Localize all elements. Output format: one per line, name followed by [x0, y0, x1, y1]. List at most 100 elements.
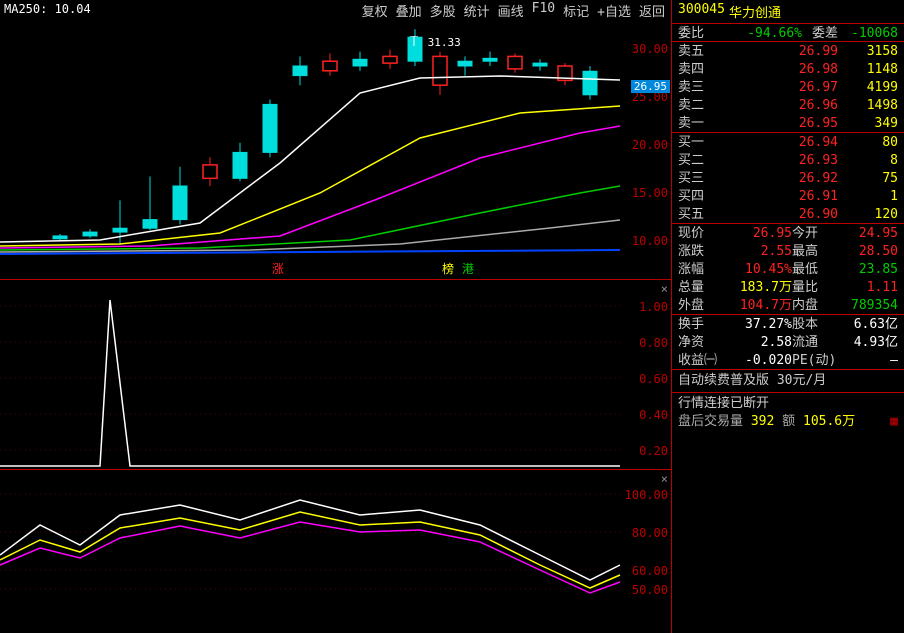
y-tick: 10.00 [632, 234, 668, 248]
level-qty: 1148 [838, 61, 898, 77]
promo-box[interactable]: 自动续费普及版 30元/月 [672, 370, 904, 393]
chart-badge[interactable]: 涨 [270, 260, 286, 277]
stat-label: 涨幅 [678, 261, 722, 277]
level-label: 卖四 [678, 61, 712, 77]
chart-badge[interactable]: 港 [460, 260, 476, 277]
stat-value: 26.95 [722, 225, 792, 241]
price-annotation: 31.33 [407, 36, 461, 50]
bot-y-axis: 100.00 80.00 60.00 50.00 [630, 470, 672, 633]
price-y-axis: 30.00 25.00 20.00 15.00 10.00 26.95 [630, 18, 672, 279]
level-price: 26.91 [712, 188, 838, 204]
calendar-icon[interactable]: ▦ [890, 413, 898, 431]
stat-value: 23.85 [828, 261, 898, 277]
stat-label: 收益㈠ [678, 352, 722, 368]
stat-value: 37.27% [722, 316, 792, 332]
level-label: 卖五 [678, 43, 712, 59]
toolbar-tongji[interactable]: 统计 [462, 0, 492, 18]
stock-code: 300045 [678, 2, 725, 21]
y-tick: 30.00 [632, 42, 668, 56]
stat-label: 外盘 [678, 297, 722, 313]
y-tick: 15.00 [632, 186, 668, 200]
ask-row[interactable]: 卖四26.981148 [672, 60, 904, 78]
toolbar-diejia[interactable]: 叠加 [394, 0, 424, 18]
y-tick: 20.00 [632, 138, 668, 152]
toolbar-zixuan[interactable]: +自选 [595, 0, 633, 18]
toolbar-fuquan[interactable]: 复权 [360, 0, 390, 18]
stat-value: 4.93亿 [828, 334, 898, 350]
level-qty: 80 [838, 134, 898, 150]
y-tick: 100.00 [625, 488, 668, 502]
stat-row: 现价26.95今开24.95 [672, 224, 904, 242]
ask-list: 卖五26.993158卖四26.981148卖三26.974199卖二26.96… [672, 42, 904, 133]
level-label: 买五 [678, 206, 712, 222]
bid-row[interactable]: 买二26.938 [672, 151, 904, 169]
stat-label: 现价 [678, 225, 722, 241]
level-price: 26.96 [712, 97, 838, 113]
chart-badge[interactable]: 榜 [440, 260, 456, 277]
stat-label: 涨跌 [678, 243, 722, 259]
level-label: 买二 [678, 152, 712, 168]
toolbar-biaoji[interactable]: 标记 [561, 0, 591, 18]
y-tick: 60.00 [632, 564, 668, 578]
close-icon[interactable]: × [661, 472, 668, 486]
stat-row: 净资2.58流通4.93亿 [672, 333, 904, 351]
stat-value: 1.11 [828, 279, 898, 295]
stat-label: 流通 [792, 334, 828, 350]
stat-value: 28.50 [828, 243, 898, 259]
level-label: 买四 [678, 188, 712, 204]
weibi-pct: -94.66% [712, 25, 802, 40]
bid-list: 买一26.9480买二26.938买三26.9275买四26.911买五26.9… [672, 133, 904, 224]
level-price: 26.98 [712, 61, 838, 77]
stat-value: 6.63亿 [828, 316, 898, 332]
level-qty: 4199 [838, 79, 898, 95]
mid-y-axis: 1.00 0.80 0.60 0.40 0.20 [630, 280, 672, 469]
price-chart[interactable]: 31.33 30.00 25.00 20.00 15.00 10.00 26.9… [0, 18, 672, 280]
level-price: 26.95 [712, 115, 838, 131]
level-label: 卖二 [678, 97, 712, 113]
weicha-label: 委差 [802, 25, 838, 40]
level-qty: 75 [838, 170, 898, 186]
stat-label: 换手 [678, 316, 722, 332]
level-qty: 1 [838, 188, 898, 204]
stat-value: 789354 [828, 297, 898, 313]
bid-row[interactable]: 买三26.9275 [672, 169, 904, 187]
level-price: 26.97 [712, 79, 838, 95]
stat-value: – [828, 352, 898, 368]
toolbar-duogu[interactable]: 多股 [428, 0, 458, 18]
level-price: 26.99 [712, 43, 838, 59]
stat-value: 2.58 [722, 334, 792, 350]
level-qty: 8 [838, 152, 898, 168]
close-icon[interactable]: × [661, 282, 668, 296]
stat-value: 24.95 [828, 225, 898, 241]
stock-header[interactable]: 300045 华力创通 [672, 0, 904, 24]
level-price: 26.92 [712, 170, 838, 186]
toolbar-huaxian[interactable]: 画线 [496, 0, 526, 18]
indicator-chart-2[interactable]: 100.00 80.00 60.00 50.00 × [0, 470, 672, 633]
bid-row[interactable]: 买四26.911 [672, 187, 904, 205]
chart-toolbar: 复权 叠加 多股 统计 画线 F10 标记 +自选 返回 [360, 0, 671, 18]
stat-row: 涨幅10.45%最低23.85 [672, 260, 904, 278]
toolbar-f10[interactable]: F10 [530, 0, 557, 18]
y-tick: 50.00 [632, 583, 668, 597]
stat-row: 总量183.7万量比1.11 [672, 278, 904, 296]
ma250-label: MA250: 10.04 [4, 2, 91, 16]
stats-block-1: 现价26.95今开24.95涨跌2.55最高28.50涨幅10.45%最低23.… [672, 224, 904, 315]
ask-row[interactable]: 卖三26.974199 [672, 78, 904, 96]
bid-row[interactable]: 买五26.90120 [672, 205, 904, 223]
ask-row[interactable]: 卖一26.95349 [672, 114, 904, 132]
bid-row[interactable]: 买一26.9480 [672, 133, 904, 151]
ask-row[interactable]: 卖五26.993158 [672, 42, 904, 60]
level-qty: 120 [838, 206, 898, 222]
indicator-chart-1[interactable]: 1.00 0.80 0.60 0.40 0.20 × [0, 280, 672, 470]
toolbar-fanhui[interactable]: 返回 [637, 0, 667, 18]
y-tick: 0.80 [639, 336, 668, 350]
stat-row: 换手37.27%股本6.63亿 [672, 315, 904, 333]
level-label: 卖一 [678, 115, 712, 131]
weibi-row: 委比 -94.66% 委差 -10068 [672, 24, 904, 42]
stat-label: 今开 [792, 225, 828, 241]
level-qty: 3158 [838, 43, 898, 59]
main-chart-area: MA250: 10.04 复权 叠加 多股 统计 画线 F10 标记 +自选 返… [0, 0, 672, 633]
ask-row[interactable]: 卖二26.961498 [672, 96, 904, 114]
weicha-val: -10068 [838, 25, 898, 40]
stat-value: -0.020 [722, 352, 792, 368]
